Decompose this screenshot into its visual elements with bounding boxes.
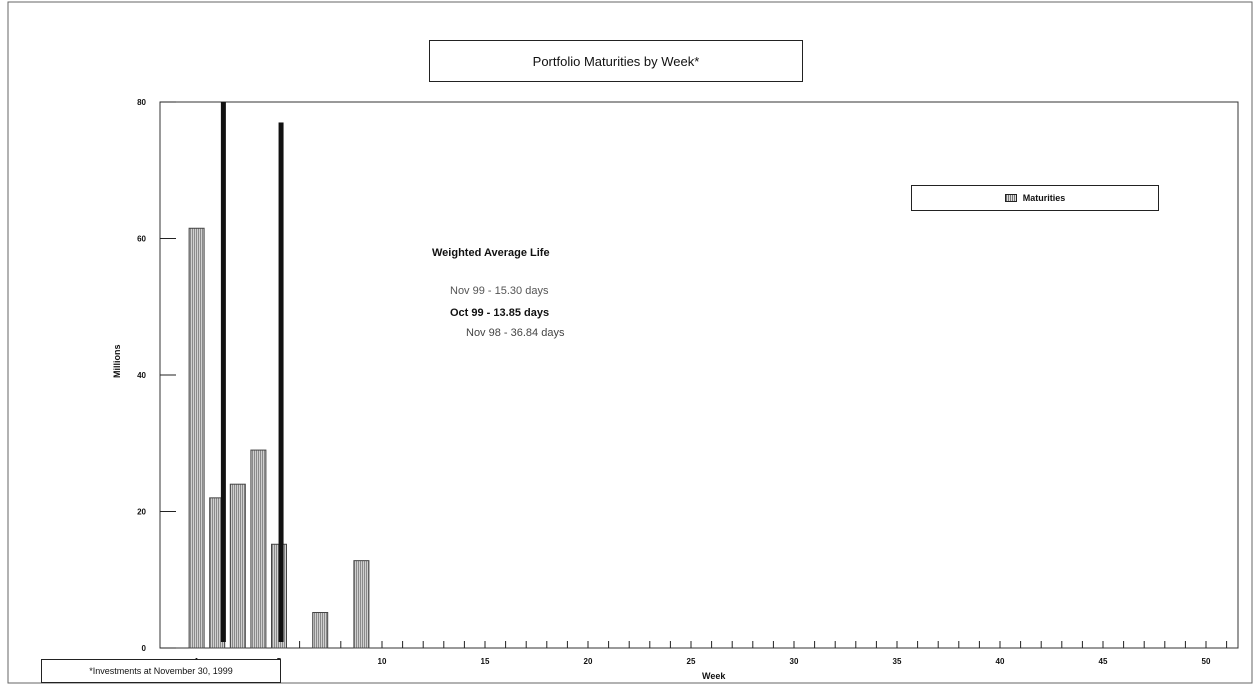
bar [312, 612, 329, 649]
plot-frame [159, 101, 1239, 649]
y-tick-label: 80 [137, 98, 146, 107]
reference-lines [220, 102, 284, 643]
annotation-title: Weighted Average Life [432, 247, 550, 259]
x-axis: 15101520253035404550 [194, 641, 1228, 666]
y-tick-label: 60 [137, 235, 146, 244]
y-tick-label: 0 [142, 644, 147, 653]
annotation-line: Nov 99 - 15.30 days [450, 285, 549, 297]
x-tick-label: 45 [1099, 657, 1108, 666]
x-tick-label: 20 [584, 657, 593, 666]
x-tick-label: 50 [1202, 657, 1211, 666]
x-tick-label: 25 [687, 657, 696, 666]
reference-line [278, 122, 284, 643]
x-tick-label: 15 [481, 657, 490, 666]
bar [229, 483, 246, 649]
legend: Maturities [911, 185, 1159, 211]
y-axis-label: Millions [112, 344, 122, 379]
reference-line [220, 102, 226, 642]
annotation-line: Oct 99 - 13.85 days [450, 307, 550, 319]
y-axis: 0 20 40 60 80 [137, 98, 176, 653]
annotation-line: Nov 98 - 36.84 days [466, 327, 565, 339]
legend-label: Maturities [1022, 193, 1066, 203]
bar [188, 227, 205, 649]
x-tick-label: 40 [996, 657, 1005, 666]
legend-swatch [1004, 194, 1017, 202]
chart-outer-frame [7, 1, 1253, 684]
y-tick-label: 20 [137, 508, 146, 517]
chart-title: Portfolio Maturities by Week* [429, 40, 803, 82]
x-tick-label: 35 [893, 657, 902, 666]
bar [353, 560, 370, 649]
bar [250, 449, 267, 649]
x-tick-label: 10 [378, 657, 387, 666]
y-tick-label: 40 [137, 371, 146, 380]
footnote: *Investments at November 30, 1999 [41, 659, 281, 683]
x-tick-label: 30 [790, 657, 799, 666]
x-axis-label: Week [702, 671, 726, 681]
